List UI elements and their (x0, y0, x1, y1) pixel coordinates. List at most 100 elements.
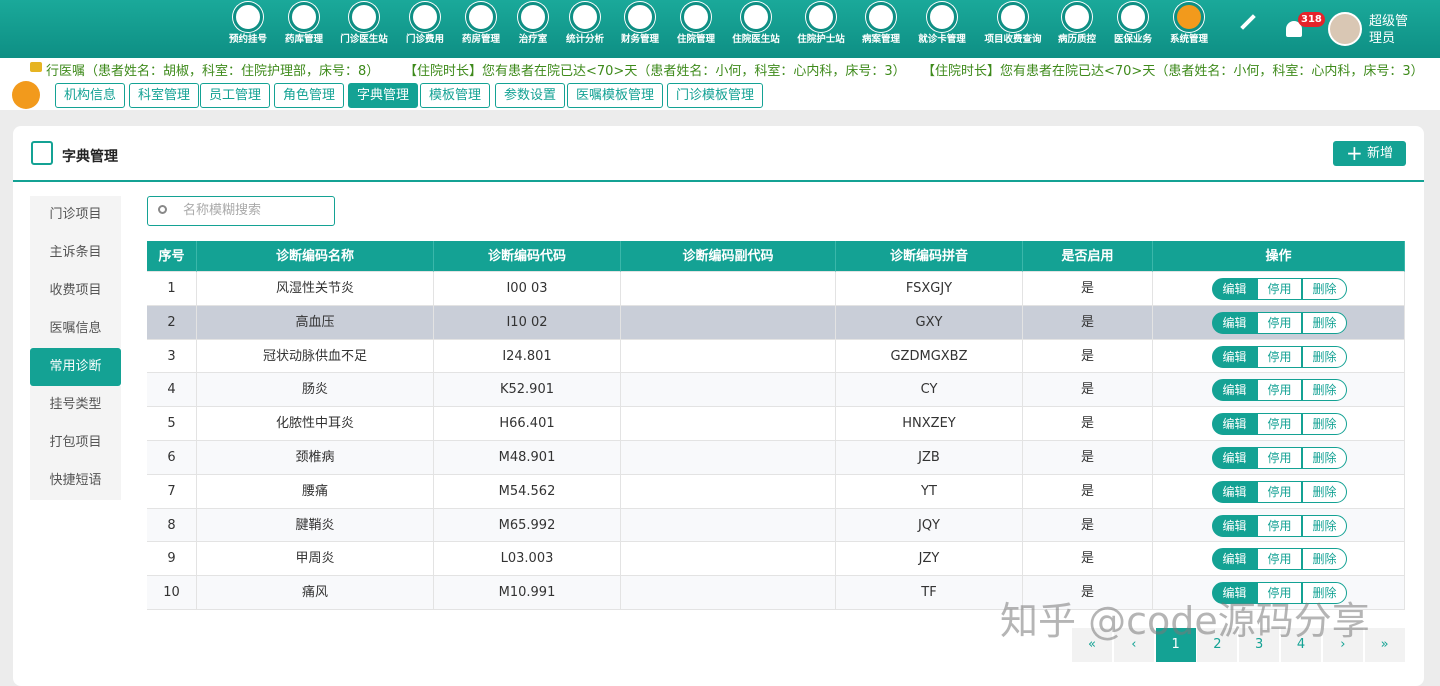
side-menu-item[interactable]: 收费项目 (30, 272, 121, 310)
table-cell: I10 02 (434, 305, 621, 340)
module-icon (289, 2, 319, 32)
action-button[interactable]: 删除 (1302, 345, 1347, 368)
tab[interactable]: 字典管理 (348, 83, 419, 108)
tab[interactable]: 模板管理 (420, 83, 491, 108)
page-button[interactable]: 4 (1281, 628, 1321, 662)
add-button[interactable]: 新增 (1333, 141, 1406, 166)
nav-module[interactable]: 预约挂号 (218, 2, 278, 45)
nav-module[interactable]: 财务管理 (610, 2, 670, 45)
action-button[interactable]: 停用 (1257, 480, 1302, 503)
avatar[interactable] (1328, 12, 1362, 46)
action-button[interactable]: 编辑 (1212, 413, 1257, 436)
action-button[interactable]: 删除 (1302, 379, 1347, 402)
action-button[interactable]: 停用 (1257, 548, 1302, 571)
table-cell: L03.003 (434, 542, 621, 577)
page-button[interactable]: ‹ (1113, 628, 1154, 662)
nav-module[interactable]: 药房管理 (451, 2, 511, 45)
bell-icon[interactable] (1286, 21, 1302, 37)
nav-module[interactable]: 药库管理 (274, 2, 334, 45)
nav-module[interactable]: 门诊医生站 (334, 2, 394, 45)
nav-module[interactable]: 病历质控 (1047, 2, 1107, 45)
tab[interactable]: 参数设置 (495, 83, 566, 108)
action-button[interactable]: 停用 (1257, 311, 1302, 334)
action-button[interactable]: 删除 (1302, 548, 1347, 571)
action-button[interactable]: 停用 (1257, 413, 1302, 436)
table-cell-empty (621, 542, 836, 577)
tab[interactable]: 科室管理 (129, 83, 200, 108)
side-menu-item[interactable]: 快捷短语 (30, 462, 121, 500)
module-label: 门诊医生站 (340, 34, 388, 45)
action-button[interactable]: 删除 (1302, 278, 1347, 300)
nav-module[interactable]: 住院护士站 (791, 2, 851, 45)
tab[interactable]: 员工管理 (200, 83, 271, 108)
table-cell: H66.401 (434, 407, 621, 441)
module-icon (741, 2, 771, 32)
side-menu-item[interactable]: 打包项目 (30, 424, 121, 462)
nav-module[interactable]: 就诊卡管理 (912, 2, 972, 45)
action-button[interactable]: 编辑 (1212, 447, 1257, 469)
action-button[interactable]: 停用 (1257, 447, 1302, 469)
action-button[interactable]: 编辑 (1212, 582, 1257, 605)
action-button[interactable]: 停用 (1257, 514, 1302, 537)
action-button[interactable]: 编辑 (1212, 548, 1257, 571)
action-button[interactable]: 编辑 (1212, 379, 1257, 402)
page-button[interactable]: 2 (1197, 628, 1238, 662)
table-cell: 肠炎 (197, 373, 434, 408)
column-header: 诊断编码代码 (434, 241, 621, 272)
side-menu-item[interactable]: 主诉条目 (30, 234, 121, 272)
tab[interactable]: 医嘱模板管理 (567, 83, 664, 108)
action-button[interactable]: 编辑 (1212, 345, 1257, 368)
action-button[interactable]: 停用 (1257, 345, 1302, 368)
table-cell: FSXGJY (836, 272, 1023, 306)
nav-module[interactable]: 门诊费用 (395, 2, 455, 45)
action-button[interactable]: 删除 (1302, 413, 1347, 436)
settings-icon[interactable] (12, 81, 40, 109)
action-button[interactable]: 停用 (1257, 278, 1302, 300)
action-button[interactable]: 删除 (1302, 311, 1347, 334)
module-label: 系统管理 (1169, 34, 1208, 45)
action-button[interactable]: 删除 (1302, 514, 1347, 537)
tab[interactable]: 角色管理 (274, 83, 345, 108)
nav-module[interactable]: 住院医生站 (726, 2, 786, 45)
column-header: 是否启用 (1023, 241, 1153, 272)
action-button[interactable]: 删除 (1302, 480, 1347, 503)
table-cell: 是 (1023, 474, 1153, 509)
nav-module[interactable]: 系统管理 (1159, 2, 1219, 45)
action-button[interactable]: 编辑 (1212, 311, 1257, 334)
side-menu-item[interactable]: 门诊项目 (30, 196, 121, 234)
page-button[interactable]: › (1322, 628, 1363, 662)
action-button[interactable]: 编辑 (1212, 480, 1257, 503)
table-cell: 2 (147, 305, 197, 340)
nav-module[interactable]: 治疗室 (503, 2, 563, 45)
page-button[interactable]: « (1072, 628, 1112, 662)
divider (13, 180, 1424, 182)
nav-module[interactable]: 统计分析 (555, 2, 615, 45)
user-name[interactable]: 超级管理员 (1369, 14, 1409, 46)
module-label: 就诊卡管理 (918, 34, 966, 45)
nav-module[interactable]: 住院管理 (666, 2, 726, 45)
nav-module[interactable]: 病案管理 (851, 2, 911, 45)
column-header: 诊断编码拼音 (836, 241, 1023, 272)
page-button[interactable]: 1 (1155, 628, 1196, 662)
action-button[interactable]: 删除 (1302, 447, 1347, 469)
nav-module[interactable]: 医保业务 (1103, 2, 1163, 45)
side-menu-item[interactable]: 医嘱信息 (30, 310, 121, 348)
tab[interactable]: 门诊模板管理 (667, 83, 764, 108)
side-menu-item[interactable]: 挂号类型 (30, 386, 121, 424)
page-button[interactable]: » (1364, 628, 1405, 662)
action-button[interactable]: 停用 (1257, 582, 1302, 605)
action-button[interactable]: 停用 (1257, 379, 1302, 402)
side-menu-item[interactable]: 常用诊断 (30, 348, 121, 386)
search-box[interactable]: 名称模糊搜索 (147, 196, 335, 226)
nav-module[interactable]: 项目收费查询 (983, 2, 1043, 45)
table-cell: 高血压 (197, 305, 434, 340)
table-cell: K52.901 (434, 373, 621, 408)
action-button[interactable]: 编辑 (1212, 278, 1257, 300)
action-button[interactable]: 编辑 (1212, 514, 1257, 537)
tab[interactable]: 机构信息 (55, 83, 126, 108)
action-button[interactable]: 删除 (1302, 582, 1347, 605)
page-button[interactable]: 3 (1239, 628, 1280, 662)
module-label: 病历质控 (1057, 34, 1096, 45)
module-icon (625, 2, 655, 32)
table-cell: 4 (147, 373, 197, 408)
